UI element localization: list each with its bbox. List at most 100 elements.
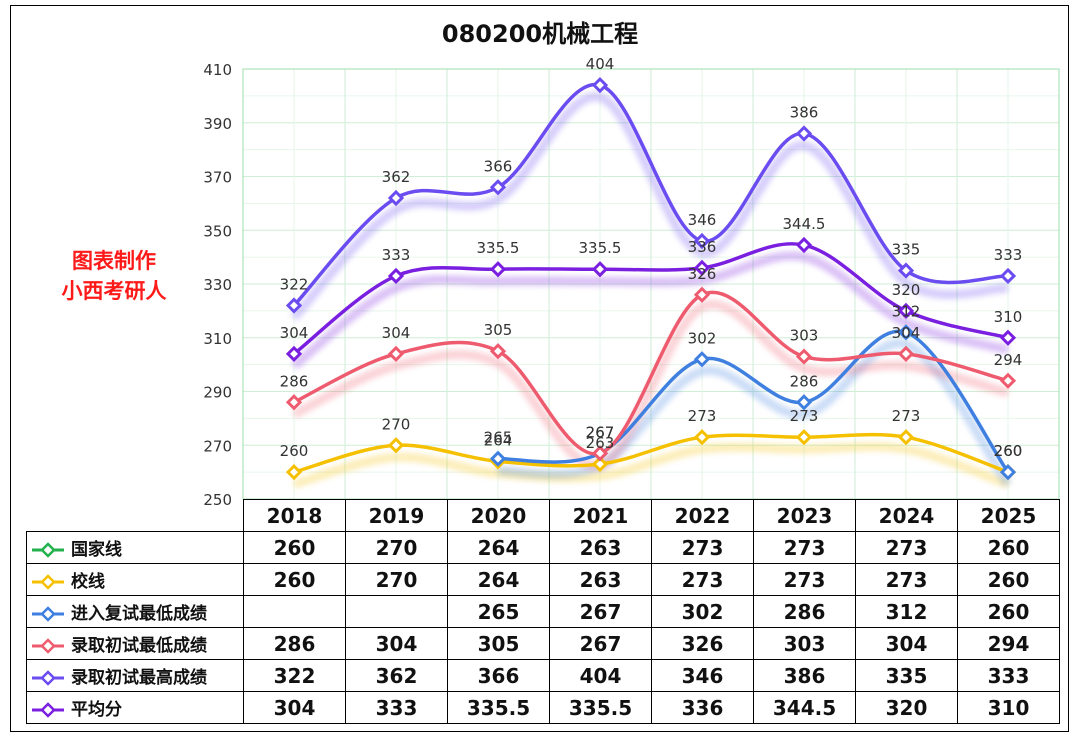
table-row: 校线 260 270 264 263 273 273 273 260 [26, 563, 1060, 596]
legend-marker [32, 670, 64, 686]
series-4-point [591, 445, 609, 462]
table-cell: 335.5 [447, 691, 550, 724]
series-4-line [293, 290, 1009, 456]
table-cell: 322 [243, 659, 346, 692]
series-2-point [897, 429, 915, 446]
table-cell: 304 [345, 627, 448, 660]
series-2-point [693, 429, 711, 446]
table-cell: 294 [957, 627, 1060, 660]
legend-marker [32, 574, 64, 590]
legend-entry: 录取初试最低成绩 [26, 627, 244, 660]
data-label: 335 [892, 241, 921, 259]
legend-label: 录取初试最低成绩 [71, 636, 207, 656]
data-label: 404 [586, 55, 615, 73]
table-row: 进入复试最低成绩 265 267 302 286 312 260 [26, 595, 1060, 628]
legend-label: 平均分 [71, 700, 122, 720]
series-6 [285, 236, 1017, 362]
table-cell: 303 [753, 627, 856, 660]
series-6-point [897, 302, 915, 319]
table-cell: 335 [855, 659, 958, 692]
table-cell: 305 [447, 627, 550, 660]
table-cell: 273 [651, 563, 754, 596]
legend-marker [32, 606, 64, 622]
data-label: 264 [484, 431, 513, 449]
y-tick-label: 330 [203, 276, 232, 294]
x-category-label: 2025 [957, 499, 1060, 532]
legend-label: 进入复试最低成绩 [71, 604, 207, 624]
table-cell: 260 [243, 563, 346, 596]
series-5 [285, 77, 1017, 314]
table-cell [345, 595, 448, 628]
table-cell: 366 [447, 659, 550, 692]
data-label: 305 [484, 321, 513, 339]
x-category-label: 2022 [651, 499, 754, 532]
data-label: 322 [280, 276, 309, 294]
data-label: 304 [382, 324, 411, 342]
table-cell: 270 [345, 563, 448, 596]
table-row: 平均分 304 333 335.5 335.5 336 344.5 320 310 [26, 691, 1060, 724]
y-tick-label: 350 [203, 222, 232, 240]
watermark-line-2: 小西考研人 [61, 279, 167, 303]
table-cell: 260 [957, 595, 1060, 628]
series-3-point [999, 464, 1017, 481]
chart-title: 080200机械工程 [441, 20, 639, 48]
legend-label: 录取初试最高成绩 [71, 668, 207, 688]
table-corner [26, 499, 244, 532]
series-2-shadow [292, 442, 1010, 489]
series-5-point [897, 262, 915, 279]
legend-marker [32, 638, 64, 654]
series-3-point [693, 351, 711, 368]
data-label: 362 [382, 168, 411, 186]
data-label: 302 [688, 329, 717, 347]
x-category-label: 2021 [549, 499, 652, 532]
series-5-point [285, 297, 303, 314]
table-cell: 304 [855, 627, 958, 660]
y-tick-label: 410 [203, 61, 232, 79]
table-cell: 310 [957, 691, 1060, 724]
table-cell: 335.5 [549, 691, 652, 724]
table-cell: 346 [651, 659, 754, 692]
series-6-point [795, 236, 813, 254]
data-label: 273 [892, 407, 921, 425]
series-2-point [795, 429, 813, 446]
data-label: 366 [484, 157, 513, 175]
table-cell: 344.5 [753, 691, 856, 724]
series-6-point [693, 259, 711, 276]
table-cell [243, 595, 346, 628]
table-cell: 286 [243, 627, 346, 660]
table-cell: 267 [549, 627, 652, 660]
table-cell: 286 [753, 595, 856, 628]
x-category-label: 2023 [753, 499, 856, 532]
data-label: 312 [892, 302, 921, 320]
table-cell: 273 [855, 531, 958, 564]
data-label: 346 [688, 211, 717, 229]
legend-marker [32, 542, 64, 558]
series-3-point [489, 450, 507, 467]
data-label: 273 [790, 407, 819, 425]
series-4-point [897, 345, 915, 362]
series-2-point [591, 455, 609, 473]
legend-entry: 国家线 [26, 531, 244, 564]
legend-label: 校线 [71, 572, 105, 592]
table-cell: 263 [549, 531, 652, 564]
data-label: 267 [586, 423, 615, 441]
x-category-label: 2019 [345, 499, 448, 532]
data-label: 320 [892, 281, 921, 299]
table-cell: 320 [855, 691, 958, 724]
data-label: 336 [688, 238, 717, 256]
table-cell: 264 [447, 531, 550, 564]
series-2-line [293, 432, 1009, 474]
series-5-point [693, 232, 711, 250]
series-6-point [999, 329, 1017, 346]
x-category-label: 2024 [855, 499, 958, 532]
series-2-point [285, 464, 303, 481]
table-cell: 333 [345, 691, 448, 724]
data-label: 386 [790, 104, 819, 122]
y-tick-label: 390 [203, 115, 232, 133]
data-label: 267 [586, 423, 615, 441]
legend-entry: 平均分 [26, 691, 244, 724]
series-5-point [591, 77, 609, 94]
series-3-point [897, 324, 915, 341]
watermark-line-1: 图表制作 [72, 249, 156, 273]
series-5-point [489, 179, 507, 196]
